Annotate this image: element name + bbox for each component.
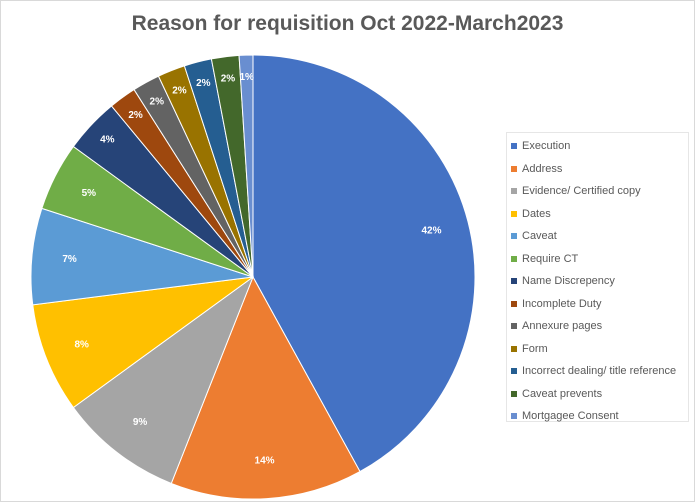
- data-label-3: 8%: [74, 339, 89, 350]
- legend-label: Dates: [522, 207, 551, 220]
- data-label-7: 2%: [128, 110, 143, 121]
- pie-slice-2: [72, 275, 255, 485]
- legend-swatch: [511, 368, 517, 375]
- data-label-8: 2%: [150, 96, 165, 107]
- legend-label: Execution: [522, 140, 571, 153]
- legend-swatch: [511, 413, 517, 420]
- pie-slice-1: [170, 275, 361, 500]
- legend-item: Incorrect dealing/ title reference: [507, 360, 688, 383]
- data-label-9: 2%: [172, 86, 187, 97]
- legend-item: Mortgagee Consent: [507, 405, 688, 428]
- legend-swatch: [511, 233, 517, 240]
- legend-item: Evidence/ Certified copy: [507, 180, 688, 203]
- legend-item: Caveat prevents: [507, 383, 688, 406]
- legend-label: Address: [522, 162, 563, 175]
- legend-swatch: [511, 210, 517, 217]
- legend-label: Mortgagee Consent: [522, 410, 619, 423]
- chart-legend: Execution Address Evidence/ Certified copy…: [506, 132, 689, 422]
- data-label-1: 14%: [255, 455, 275, 466]
- chart-title: Reason for requisition Oct 2022-March202…: [131, 12, 564, 35]
- pie-slice-12: [238, 54, 254, 278]
- legend-swatch: [511, 165, 517, 172]
- legend-item: Name Discrepency: [507, 270, 688, 293]
- data-label-4: 7%: [62, 254, 77, 265]
- legend-label: Caveat: [522, 230, 557, 243]
- legend-label: Annexure pages: [522, 320, 603, 333]
- data-label-6: 4%: [100, 135, 115, 146]
- legend-item: Incomplete Duty: [507, 293, 688, 316]
- legend-label: Name Discrepency: [522, 275, 615, 288]
- pie-slice-3: [32, 276, 254, 409]
- legend-label: Incomplete Duty: [522, 297, 602, 310]
- legend-label: Incorrect dealing/ title reference: [522, 365, 677, 378]
- legend-swatch: [511, 323, 517, 330]
- legend-label: Caveat prevents: [522, 387, 603, 400]
- legend-label: Require CT: [522, 252, 579, 265]
- data-label-0: 42%: [421, 226, 441, 237]
- legend-label: Evidence/ Certified copy: [522, 185, 641, 198]
- pie-slice-0: [252, 54, 476, 473]
- legend-swatch: [511, 300, 517, 307]
- legend-label: Form: [522, 342, 548, 355]
- legend-item: Dates: [507, 203, 688, 226]
- legend-swatch: [511, 188, 517, 195]
- legend-swatch: [511, 255, 517, 262]
- data-label-2: 9%: [133, 417, 148, 428]
- data-label-5: 5%: [82, 188, 97, 199]
- legend-item: Require CT: [507, 248, 688, 271]
- data-label-10: 2%: [196, 78, 211, 89]
- legend-item: Caveat: [507, 225, 688, 248]
- legend-swatch: [511, 278, 517, 285]
- legend-item: Annexure pages: [507, 315, 688, 338]
- legend-swatch: [511, 345, 517, 352]
- data-label-11: 2%: [221, 73, 236, 84]
- legend-item: Execution: [507, 135, 688, 158]
- legend-swatch: [511, 143, 517, 150]
- legend-item: Form: [507, 338, 688, 361]
- legend-item: Address: [507, 158, 688, 181]
- legend-swatch: [511, 390, 517, 397]
- data-label-12: 1%: [239, 72, 254, 83]
